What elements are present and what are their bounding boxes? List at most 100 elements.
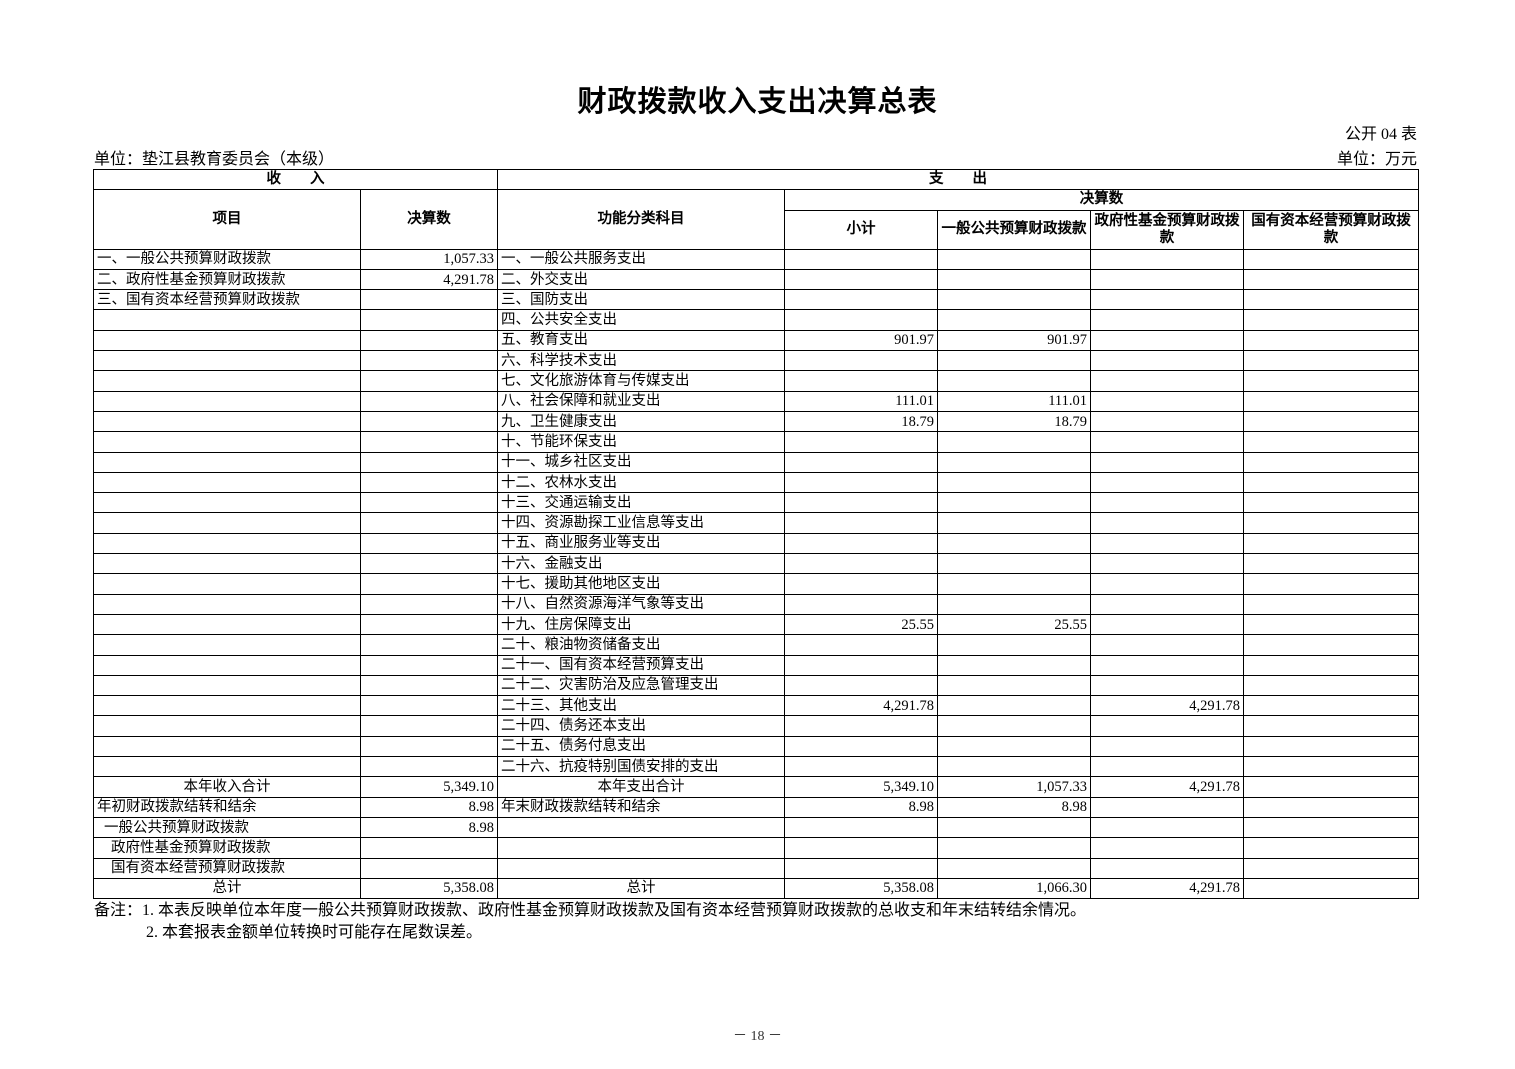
fund-budget-cell	[1090, 512, 1244, 534]
fund-budget-cell	[1090, 410, 1244, 433]
state-capital-budget-cell	[1243, 410, 1419, 433]
income-amount-cell	[360, 309, 498, 331]
subtotal-cell	[784, 573, 938, 595]
table-row: 四、公共安全支出	[93, 309, 1419, 331]
func-class-header: 功能分类科目	[497, 189, 785, 250]
state-capital-budget-cell	[1243, 573, 1419, 595]
notes: 备注：1. 本表反映单位本年度一般公共预算财政拨款、政府性基金预算财政拨款及国有…	[94, 900, 1086, 944]
general-budget-cell	[937, 715, 1091, 737]
general-budget-cell	[937, 857, 1091, 879]
general-budget-cell	[937, 695, 1091, 717]
general-budget-cell: 8.98	[937, 796, 1091, 818]
expense-category-cell: 八、社会保障和就业支出	[497, 390, 785, 412]
amount-header: 决算数	[360, 189, 498, 250]
fund-budget-cell	[1090, 573, 1244, 595]
fund-budget-cell	[1090, 329, 1244, 352]
income-amount-cell	[360, 634, 498, 656]
fund-budget-cell	[1090, 837, 1244, 859]
fund-budget-cell: 4,291.78	[1090, 877, 1244, 900]
general-budget-cell	[937, 634, 1091, 656]
item-header: 项目	[93, 189, 361, 250]
fund-budget-cell	[1090, 471, 1244, 494]
income-amount-cell	[360, 654, 498, 676]
table-row: 十、节能环保支出	[93, 431, 1419, 453]
income-amount-cell	[360, 674, 498, 697]
expense-category-cell: 二十、粮油物资储备支出	[497, 634, 785, 656]
income-amount-cell	[360, 695, 498, 717]
state-capital-budget-cell	[1243, 451, 1419, 473]
fund-budget-cell: 4,291.78	[1090, 776, 1244, 798]
income-header: 收 入	[93, 168, 498, 191]
expense-category-cell: 二十三、其他支出	[497, 695, 785, 717]
fund-budget-cell	[1090, 268, 1244, 291]
subtotal-cell	[784, 735, 938, 758]
income-item-cell	[93, 573, 361, 595]
general-budget-cell	[937, 573, 1091, 595]
subtotal-cell	[784, 248, 938, 270]
table-row: 年初财政拨款结转和结余 8.98 年末财政拨款结转和结余 8.98 8.98	[93, 796, 1419, 818]
state-capital-budget-cell	[1243, 695, 1419, 717]
income-item-cell	[93, 674, 361, 697]
fund-budget-header: 政府性基金预算财政拨款	[1090, 209, 1244, 250]
income-amount-cell	[360, 553, 498, 575]
fund-budget-cell	[1090, 816, 1244, 839]
state-capital-budget-cell	[1243, 796, 1419, 818]
state-capital-budget-cell	[1243, 756, 1419, 778]
subtotal-cell	[784, 492, 938, 514]
state-capital-budget-cell	[1243, 837, 1419, 859]
state-capital-budget-cell	[1243, 248, 1419, 270]
income-item-cell: 本年收入合计	[93, 776, 361, 798]
income-amount-cell	[360, 370, 498, 392]
income-item-cell	[93, 634, 361, 656]
subtotal-cell	[784, 816, 938, 839]
state-capital-budget-cell	[1243, 735, 1419, 758]
general-budget-cell	[937, 837, 1091, 859]
income-amount-cell	[360, 735, 498, 758]
income-amount-cell: 4,291.78	[360, 268, 498, 291]
table-row: 二十二、灾害防治及应急管理支出	[93, 674, 1419, 697]
income-amount-cell	[360, 715, 498, 737]
income-amount-cell: 5,358.08	[360, 877, 498, 900]
state-capital-budget-cell	[1243, 715, 1419, 737]
general-budget-cell	[937, 268, 1091, 291]
table-row: 十五、商业服务业等支出	[93, 532, 1419, 555]
income-amount-cell: 8.98	[360, 796, 498, 818]
income-amount-cell	[360, 410, 498, 433]
subtotal-cell	[784, 431, 938, 453]
subtotal-cell: 4,291.78	[784, 695, 938, 717]
table-row: 一般公共预算财政拨款 8.98	[93, 816, 1419, 839]
expense-category-cell: 本年支出合计	[497, 776, 785, 798]
expense-category-cell: 二十四、债务还本支出	[497, 715, 785, 737]
income-amount-cell	[360, 857, 498, 879]
general-budget-cell	[937, 593, 1091, 615]
table-row: 一、一般公共预算财政拨款 1,057.33 一、一般公共服务支出	[93, 248, 1419, 270]
subtotal-cell	[784, 350, 938, 372]
table-row: 三、国有资本经营预算财政拨款 三、国防支出	[93, 289, 1419, 311]
income-amount-cell: 1,057.33	[360, 248, 498, 270]
subtotal-cell	[784, 370, 938, 392]
fund-budget-cell	[1090, 553, 1244, 575]
income-item-cell	[93, 613, 361, 636]
income-item-cell: 一、一般公共预算财政拨款	[93, 248, 361, 270]
general-budget-cell	[937, 735, 1091, 758]
subtotal-cell	[784, 471, 938, 494]
state-capital-budget-cell	[1243, 613, 1419, 636]
income-item-cell: 三、国有资本经营预算财政拨款	[93, 289, 361, 311]
income-item-cell: 政府性基金预算财政拨款	[93, 837, 361, 859]
table-row: 政府性基金预算财政拨款	[93, 837, 1419, 859]
currency-unit: 单位：万元	[1336, 151, 1417, 168]
table-row: 五、教育支出 901.97 901.97	[93, 329, 1419, 352]
income-item-cell: 二、政府性基金预算财政拨款	[93, 268, 361, 291]
income-amount-cell	[360, 471, 498, 494]
general-budget-cell	[937, 532, 1091, 555]
table-row: 十一、城乡社区支出	[93, 451, 1419, 473]
state-capital-budget-cell	[1243, 532, 1419, 555]
subtotal-cell	[784, 634, 938, 656]
income-item-cell	[93, 654, 361, 676]
expense-category-cell: 二、外交支出	[497, 268, 785, 291]
subtotal-cell	[784, 268, 938, 291]
income-item-cell	[93, 756, 361, 778]
expense-header: 支 出	[497, 168, 1419, 191]
table-row: 国有资本经营预算财政拨款	[93, 857, 1419, 879]
subtotal-cell	[784, 654, 938, 676]
